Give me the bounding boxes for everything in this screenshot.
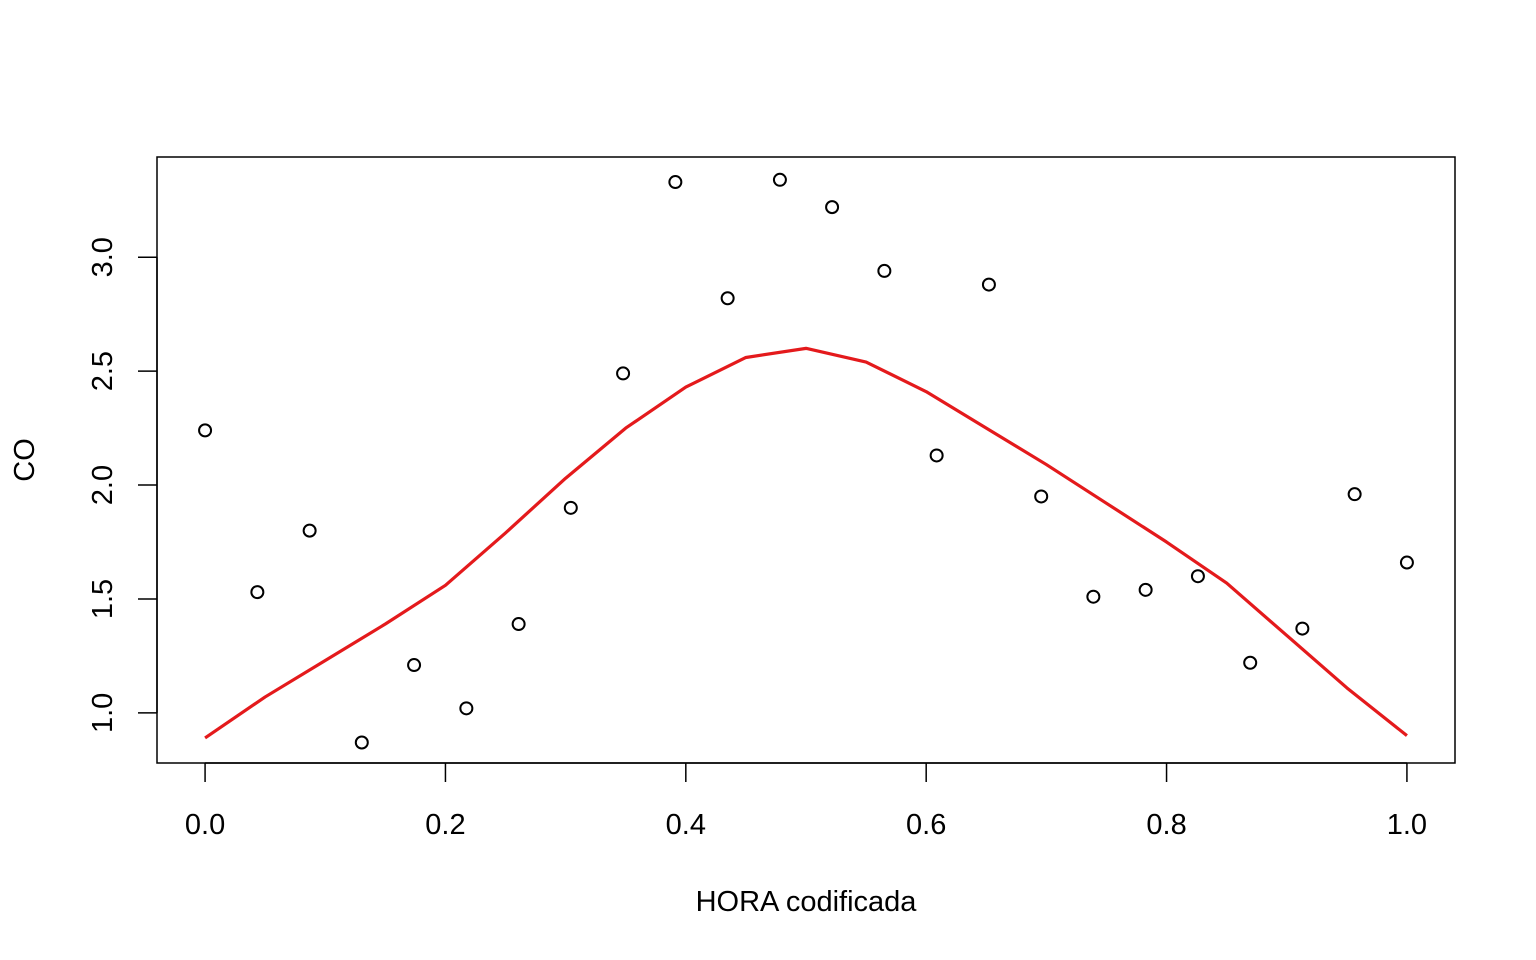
data-point	[772, 172, 787, 187]
data-point	[877, 263, 892, 278]
y-axis: 1.0 1.5 2.0 2.5 3.0	[87, 237, 158, 733]
data-point	[1190, 569, 1205, 584]
data-point	[1347, 487, 1362, 502]
data-point	[1243, 655, 1258, 670]
x-axis-title: HORA codificada	[696, 886, 918, 918]
data-point	[668, 175, 683, 190]
x-tick-label: 0.8	[1146, 809, 1186, 841]
x-tick-label: 0.0	[185, 809, 225, 841]
data-point	[250, 585, 265, 600]
data-point	[1034, 489, 1049, 504]
data-point	[511, 617, 526, 632]
data-point	[929, 448, 944, 463]
data-point	[616, 366, 631, 381]
data-point	[302, 523, 317, 538]
x-tick-label: 0.6	[906, 809, 946, 841]
y-tick-label: 1.5	[87, 579, 119, 619]
data-point	[981, 277, 996, 292]
y-tick-label: 2.0	[87, 465, 119, 505]
data-point	[1295, 621, 1310, 636]
plot-box	[156, 156, 1456, 764]
data-point	[720, 291, 735, 306]
x-tick-label: 0.4	[666, 809, 706, 841]
x-axis: 0.0 0.2 0.4 0.6 0.8 1.0	[185, 762, 1427, 841]
data-point	[825, 200, 840, 215]
data-point	[354, 735, 369, 750]
y-tick-label: 1.0	[87, 693, 119, 733]
data-point	[1399, 555, 1414, 570]
x-tick-label: 0.2	[425, 809, 465, 841]
x-tick-label: 1.0	[1387, 809, 1427, 841]
data-point	[198, 423, 213, 438]
data-point	[1138, 582, 1153, 597]
data-point	[563, 500, 578, 515]
y-tick-label: 2.5	[87, 351, 119, 391]
data-point	[459, 701, 474, 716]
smooth-curve	[204, 346, 1408, 740]
data-point	[407, 658, 422, 673]
y-tick-label: 3.0	[87, 237, 119, 277]
y-axis-title: CO	[9, 438, 41, 482]
series-layer	[198, 172, 1414, 750]
data-point	[1086, 589, 1101, 604]
